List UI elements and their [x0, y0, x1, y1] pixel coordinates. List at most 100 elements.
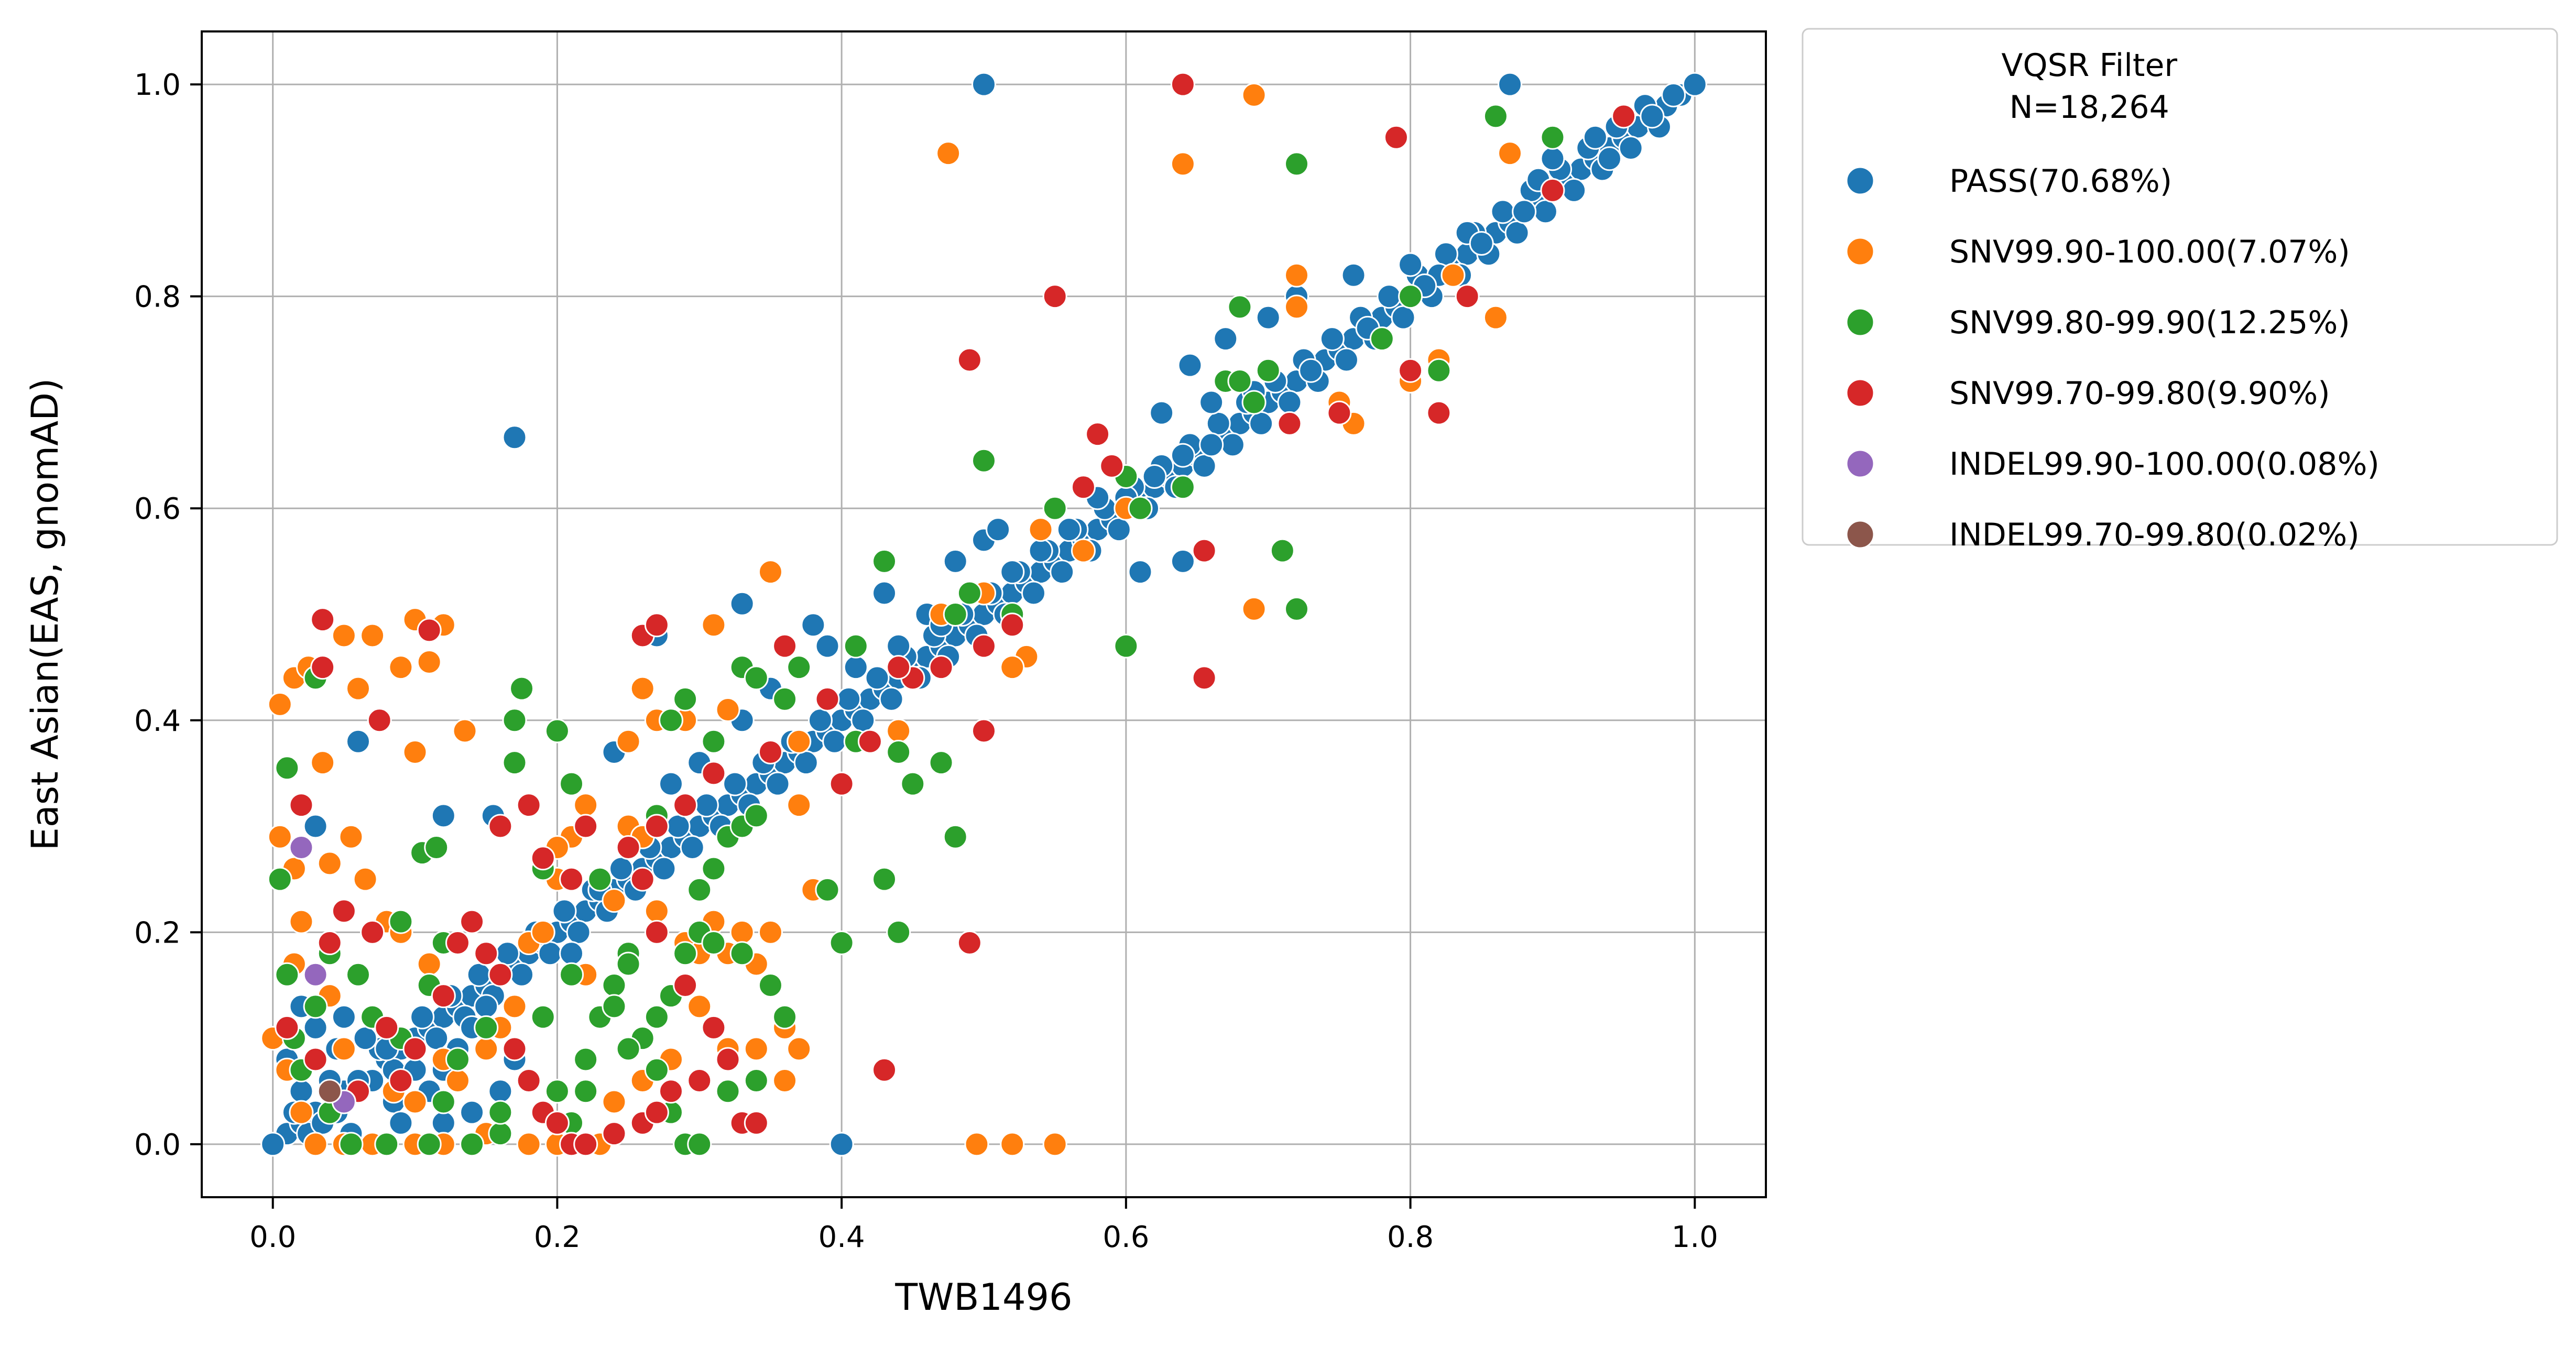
data-point: [303, 962, 328, 987]
data-point: [1199, 432, 1224, 457]
data-point: [353, 1026, 378, 1051]
data-point: [1618, 136, 1643, 160]
data-point: [1177, 353, 1203, 378]
legend-label: INDEL99.90-100.00(0.08%): [1949, 446, 2379, 483]
data-point: [1050, 560, 1075, 585]
data-point: [509, 962, 534, 987]
data-point: [701, 1015, 726, 1040]
data-point: [1220, 432, 1245, 457]
data-point: [267, 692, 292, 717]
data-point: [1498, 72, 1523, 97]
y-tick-label: 0.4: [134, 704, 181, 738]
data-point: [331, 623, 356, 648]
data-point: [1469, 231, 1494, 256]
data-point: [1540, 178, 1565, 203]
data-point: [865, 665, 890, 691]
legend-label: SNV99.90-100.00(7.07%): [1949, 234, 2350, 270]
data-point: [1483, 104, 1508, 129]
data-point: [1128, 560, 1153, 585]
data-point: [1533, 199, 1558, 224]
data-point: [829, 931, 854, 956]
data-point: [339, 1132, 364, 1157]
data-point: [488, 1121, 513, 1146]
data-point: [843, 633, 868, 659]
data-point: [573, 793, 598, 818]
data-point: [1562, 178, 1587, 203]
data-point: [559, 962, 584, 987]
data-point: [651, 856, 676, 881]
data-point: [744, 1110, 769, 1135]
data-point: [929, 655, 954, 680]
data-point: [644, 1004, 669, 1030]
data-point: [1398, 358, 1423, 383]
data-point: [310, 607, 335, 632]
data-point: [829, 771, 854, 796]
legend-marker: [1846, 308, 1875, 337]
data-point: [1277, 390, 1302, 415]
data-point: [1199, 390, 1224, 415]
data-point: [374, 1132, 399, 1157]
data-point: [402, 1036, 428, 1061]
x-tick-label: 0.8: [1387, 1220, 1434, 1254]
data-point: [1114, 633, 1139, 659]
data-point: [715, 1047, 740, 1072]
data-point: [289, 1079, 314, 1104]
legend-entries: PASS(70.68%) SNV99.90-100.00(7.07%) SNV99.…: [1846, 163, 2379, 553]
data-point: [644, 1057, 669, 1082]
x-tick-label: 0.0: [249, 1220, 296, 1254]
data-point: [616, 835, 641, 860]
data-point: [1284, 262, 1309, 288]
data-point: [1383, 125, 1409, 150]
x-tick-label: 1.0: [1672, 1220, 1718, 1254]
data-point: [964, 1132, 989, 1157]
data-point: [765, 771, 790, 796]
data-point: [1192, 453, 1217, 478]
data-point: [729, 941, 755, 966]
data-point: [488, 1079, 513, 1104]
data-point: [1241, 596, 1267, 621]
data-point: [793, 750, 818, 775]
data-point: [1682, 72, 1707, 97]
data-point: [289, 835, 314, 860]
data-point: [1284, 294, 1309, 320]
legend-title: VQSR Filter: [2001, 47, 2177, 84]
data-point: [1319, 326, 1345, 352]
data-point: [1249, 411, 1274, 436]
data-point: [289, 909, 314, 934]
data-point: [516, 1132, 541, 1157]
data-point: [673, 941, 698, 966]
data-point: [502, 1036, 527, 1061]
data-point: [445, 931, 470, 956]
data-point: [758, 972, 783, 998]
data-point: [267, 824, 292, 849]
data-point: [1106, 517, 1131, 542]
data-point: [431, 1089, 456, 1114]
data-point: [886, 718, 911, 743]
data-point: [552, 899, 577, 924]
data-point: [822, 729, 847, 754]
data-point: [431, 983, 456, 1009]
data-point: [317, 931, 342, 956]
data-point: [1327, 400, 1352, 425]
data-point: [836, 686, 861, 712]
data-point: [701, 931, 726, 956]
data-point: [573, 1047, 598, 1072]
data-point: [424, 1026, 449, 1051]
data-point: [1504, 220, 1530, 245]
data-point: [275, 756, 300, 781]
data-point: [474, 941, 499, 966]
data-point: [943, 824, 968, 849]
data-point: [573, 1132, 598, 1157]
data-point: [715, 697, 740, 723]
data-point: [1426, 358, 1451, 383]
data-point: [943, 549, 968, 574]
data-point: [1241, 390, 1267, 415]
data-point: [729, 591, 755, 616]
data-point: [1000, 1132, 1025, 1157]
data-point: [815, 633, 840, 659]
data-point: [1582, 125, 1608, 150]
data-point: [602, 1089, 627, 1114]
data-point: [474, 1036, 499, 1061]
data-point: [723, 771, 748, 796]
data-point: [388, 1110, 413, 1135]
